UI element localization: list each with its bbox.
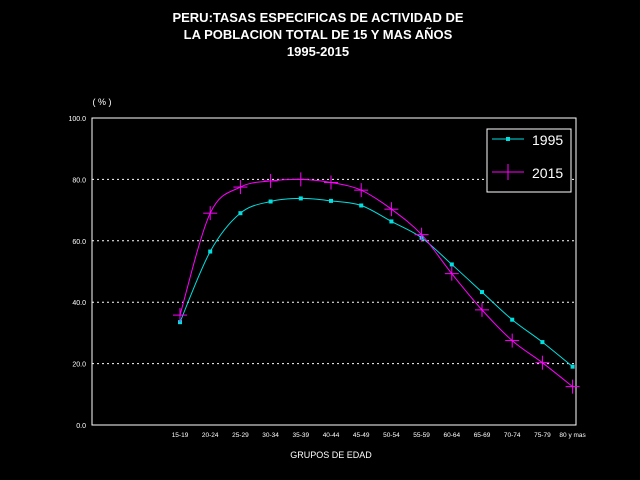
legend-label-1995: 1995	[532, 132, 563, 148]
legend: 1995 2015	[486, 128, 572, 193]
point-1995-80 y mas	[570, 364, 575, 369]
y-axis-label: ( % )	[93, 97, 112, 107]
point-1995-75-79	[540, 340, 545, 345]
x-tick-labels: 15-19 20-24 25-29 30-34 35-39 40-44 45-49 50-54…	[172, 432, 587, 439]
point-1995-35-39	[298, 196, 303, 201]
y-tick-label-4: 80.0	[72, 177, 86, 184]
point-2015-80 y mas	[565, 379, 580, 394]
y-tick-label-3: 60.0	[72, 239, 86, 246]
legend-marker-2015	[500, 164, 516, 180]
point-1995-65-69	[480, 290, 484, 295]
point-1995-45-49	[359, 203, 364, 208]
point-2015-50-54	[384, 202, 399, 217]
point-2015-20-24	[203, 206, 218, 221]
legend-marker-1995	[506, 137, 510, 141]
x-axis-label: GRUPOS DE EDAD	[290, 450, 372, 460]
y-tick-labels: 0.0 20.0 40.0 60.0 80.0 100.0	[68, 116, 86, 430]
point-2015-60-64	[444, 266, 459, 281]
series-line-2015	[179, 178, 573, 388]
x-tick-label-6: 45-49	[353, 432, 370, 439]
x-tick-label-9: 60-64	[443, 432, 460, 439]
plot-area-frame	[91, 117, 577, 426]
point-1995-60-64	[449, 262, 454, 267]
point-2015-25-29	[233, 180, 248, 195]
point-1995-25-29	[238, 211, 243, 216]
chart-title-line-1: PERU:TASAS ESPECIFICAS DE ACTIVIDAD DE	[172, 10, 463, 25]
y-tick-label-2: 40.0	[72, 300, 86, 307]
point-2015-30-34	[263, 173, 278, 188]
point-2015-75-79	[535, 355, 550, 370]
x-tick-label-2: 25-29	[232, 432, 249, 439]
point-1995-70-74	[510, 317, 515, 322]
legend-label-2015: 2015	[532, 165, 563, 181]
point-2015-35-39	[293, 172, 308, 187]
point-1995-15-19	[178, 320, 182, 325]
x-tick-label-11: 70-74	[504, 432, 521, 439]
series-layer	[173, 172, 580, 394]
x-tick-label-8: 55-59	[413, 432, 430, 439]
x-tick-label-5: 40-44	[323, 432, 340, 439]
x-tick-label-0: 15-19	[172, 432, 189, 439]
x-tick-label-1: 20-24	[202, 432, 219, 439]
x-tick-label-13: 80 y mas	[559, 432, 586, 439]
x-tick-label-10: 65-69	[474, 432, 491, 439]
point-1995-50-54	[389, 219, 394, 224]
point-2015-45-49	[354, 183, 369, 198]
point-1995-20-24	[208, 249, 213, 254]
y-tick-label-1: 20.0	[72, 362, 86, 369]
point-2015-70-74	[505, 333, 520, 348]
point-2015-55-59	[414, 227, 429, 242]
x-tick-label-12: 75-79	[534, 432, 551, 439]
x-tick-label-4: 35-39	[292, 432, 309, 439]
point-2015-40-44	[324, 175, 338, 190]
point-2015-15-19	[173, 308, 187, 323]
x-tick-label-3: 30-34	[262, 432, 279, 439]
point-2015-65-69	[475, 302, 489, 317]
point-1995-30-34	[268, 199, 273, 204]
point-1995-40-44	[329, 198, 333, 203]
x-tick-label-7: 50-54	[383, 432, 400, 439]
chart-title-line-2: LA POBLACION TOTAL DE 15 Y MAS AÑOS	[184, 27, 453, 42]
y-tick-label-5: 100.0	[68, 116, 86, 123]
chart-title-line-3: 1995-2015	[287, 44, 349, 59]
grid-lines	[92, 178, 576, 365]
y-tick-label-0: 0.0	[76, 423, 86, 430]
